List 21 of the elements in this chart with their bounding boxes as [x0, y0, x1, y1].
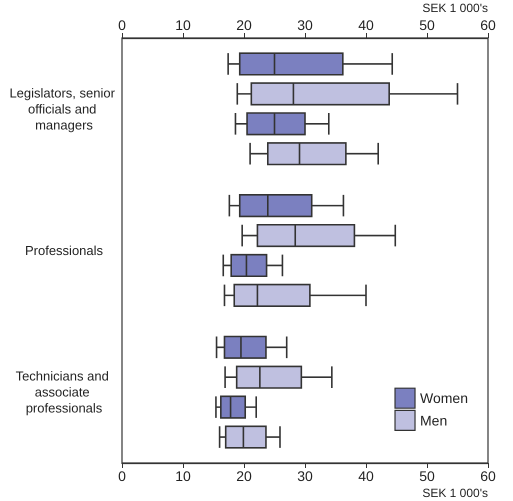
x2-tick-label: 30 — [297, 17, 313, 33]
x2-tick-label: 10 — [175, 17, 191, 33]
x2-tick-label: 60 — [480, 17, 496, 33]
x-tick-label: 10 — [175, 468, 191, 484]
x-tick-label: 40 — [358, 468, 374, 484]
x2-tick-label: 0 — [118, 17, 126, 33]
x-tick-label: 60 — [480, 468, 496, 484]
legend-label: Men — [420, 412, 448, 428]
x-axis-title: SEK 1 000's — [422, 486, 488, 500]
y-tick-label: Legislators, senior officials and managers — [9, 85, 119, 132]
x2-tick-label: 50 — [419, 17, 435, 33]
legend-label: Women — [420, 390, 468, 406]
x2-tick-label: 40 — [358, 17, 374, 33]
x2-axis-title: SEK 1 000's — [422, 1, 488, 15]
x-tick-label: 0 — [118, 468, 126, 484]
y-tick-label: Technicians and associate professionals — [16, 368, 112, 416]
x-tick-label: 30 — [297, 468, 313, 484]
y-tick-label: Professionals — [24, 243, 104, 258]
x-tick-label: 20 — [236, 468, 252, 484]
x-tick-label: 50 — [419, 468, 435, 484]
x2-tick-label: 20 — [236, 17, 252, 33]
